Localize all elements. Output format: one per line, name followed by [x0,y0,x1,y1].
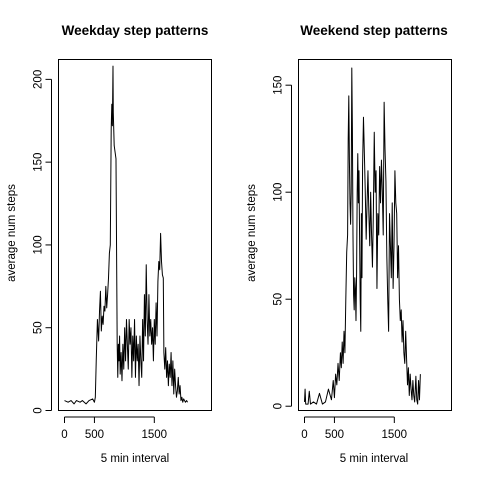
weekday-chart-title: Weekday step patterns [62,23,209,38]
weekend-x-tick-label: 0 [301,429,307,441]
weekend-x-axis-label: 5 min interval [340,453,408,465]
weekend-y-tick-label: 50 [273,293,285,306]
weekend-y-tick-label: 150 [273,76,285,95]
weekday-y-tick-label: 100 [33,235,45,254]
weekend-plot-frame [298,59,452,411]
weekday-x-axis-label: 5 min interval [101,453,169,465]
weekend-x-tick-label: 1500 [382,429,408,441]
weekday-y-tick-label: 200 [33,70,45,89]
weekday-x-tick-label: 500 [85,429,104,441]
weekday-panel: Weekday step patterns 5 min interval ave… [6,23,212,465]
weekday-y-axis-label: average num steps [6,184,18,282]
weekday-x-tick-label: 0 [61,429,67,441]
weekday-y-tick-label: 150 [33,153,45,172]
weekend-chart-title: Weekend step patterns [300,23,448,38]
weekend-y-axis-label: average num steps [246,184,258,282]
weekend-y-tick-label: 100 [273,183,285,202]
weekday-y-tick-label: 50 [33,321,45,334]
weekday-steps-line [64,65,188,405]
weekday-x-tick-label: 1500 [142,429,168,441]
weekend-panel: Weekend step patterns 5 min interval ave… [246,23,452,465]
weekend-steps-line [303,67,421,405]
weekend-x-tick-label: 500 [325,429,344,441]
weekday-plot-frame [58,59,212,411]
weekend-y-tick-label: 0 [273,403,285,409]
weekday-y-tick-label: 0 [33,407,45,413]
